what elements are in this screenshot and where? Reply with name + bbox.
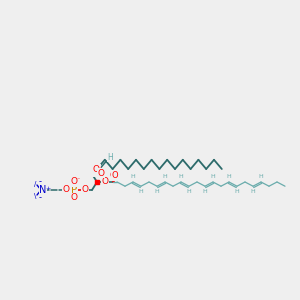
Text: O: O xyxy=(112,170,118,179)
Text: H: H xyxy=(163,175,167,179)
Text: O: O xyxy=(62,185,70,194)
Text: H: H xyxy=(139,189,143,194)
Text: O: O xyxy=(94,164,100,173)
Text: +: + xyxy=(45,185,51,190)
Text: O: O xyxy=(92,166,100,175)
Text: H: H xyxy=(259,175,263,179)
Text: \: \ xyxy=(34,193,36,199)
Text: H: H xyxy=(211,175,215,179)
Text: N: N xyxy=(39,185,47,195)
Text: H: H xyxy=(250,189,255,194)
Text: O: O xyxy=(91,167,98,176)
Text: H: H xyxy=(178,175,183,179)
Text: H: H xyxy=(226,175,231,179)
Text: H: H xyxy=(154,189,159,194)
Text: O: O xyxy=(70,194,77,202)
Text: O: O xyxy=(98,169,104,178)
Text: O: O xyxy=(82,185,88,194)
Text: H: H xyxy=(187,189,191,194)
Text: H: H xyxy=(89,167,95,176)
Text: O: O xyxy=(101,178,109,187)
Text: P: P xyxy=(71,185,77,195)
Text: -: - xyxy=(38,178,41,187)
Text: H: H xyxy=(130,175,135,179)
Text: /: / xyxy=(34,181,36,187)
Text: H: H xyxy=(107,153,113,162)
Text: -: - xyxy=(38,194,41,202)
Text: ⁻: ⁻ xyxy=(76,178,80,184)
Text: H: H xyxy=(202,189,207,194)
Text: O: O xyxy=(70,178,77,187)
Text: H: H xyxy=(235,189,239,194)
Text: O: O xyxy=(110,172,116,181)
